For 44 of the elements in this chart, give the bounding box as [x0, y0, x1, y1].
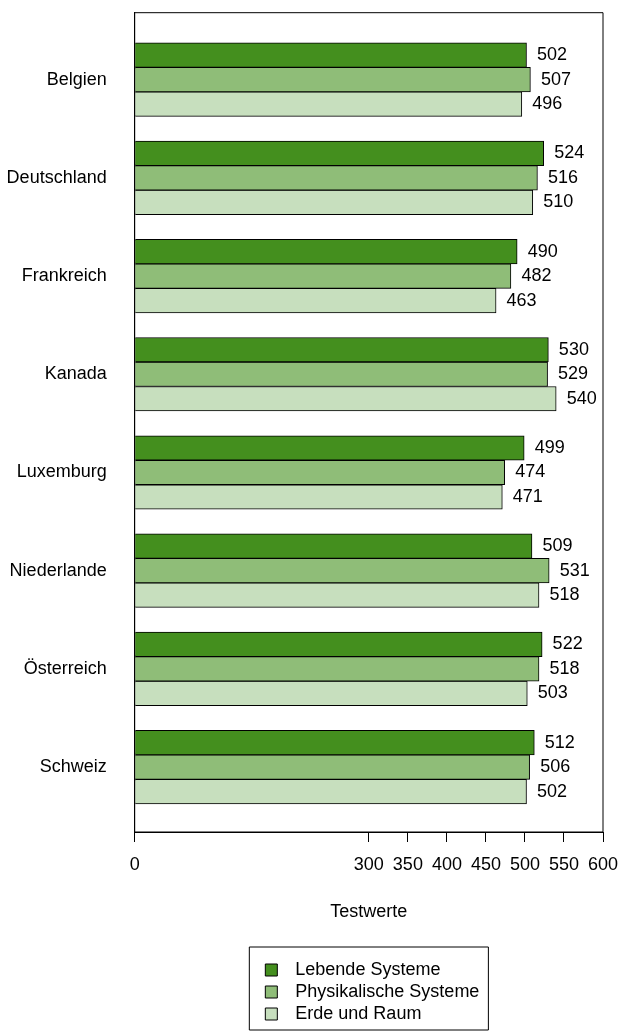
legend-label: Erde und Raum	[295, 1002, 422, 1023]
data-label: 516	[547, 166, 578, 187]
x-tick-label: 450	[470, 853, 501, 874]
data-label: 502	[537, 780, 568, 801]
y-tick-label: Niederlande	[9, 559, 107, 580]
y-tick-label: Deutschland	[6, 166, 107, 187]
x-tick-label: 350	[392, 853, 423, 874]
data-label: 496	[532, 93, 563, 114]
x-tick-label: 550	[548, 853, 579, 874]
y-tick-label: Österreich	[23, 657, 107, 678]
data-label: 490	[527, 240, 558, 261]
x-axis-title: Testwerte	[330, 901, 408, 922]
y-tick-label: Luxemburg	[16, 461, 107, 482]
data-label: 518	[549, 657, 580, 678]
x-tick-label: 300	[353, 853, 384, 874]
data-label: 463	[506, 289, 537, 310]
data-label: 512	[544, 731, 575, 752]
x-tick-label: 0	[129, 853, 140, 874]
data-label: 524	[554, 142, 585, 163]
x-tick-label: 400	[431, 853, 462, 874]
data-label: 522	[552, 633, 583, 654]
data-label: 531	[559, 559, 590, 580]
data-label: 529	[558, 363, 589, 384]
legend-label: Lebende Systeme	[295, 958, 441, 979]
data-label: 509	[542, 535, 573, 556]
data-label: 506	[540, 756, 571, 777]
x-tick-label: 600	[587, 853, 619, 874]
data-label: 507	[540, 68, 571, 89]
data-label: 503	[537, 682, 568, 703]
data-label: 502	[537, 44, 568, 65]
y-tick-label: Belgien	[46, 68, 107, 89]
data-label: 518	[549, 584, 580, 605]
legend-label: Physikalische Systeme	[295, 980, 480, 1001]
data-label: 474	[515, 461, 546, 482]
data-label: 499	[534, 436, 565, 457]
data-label: 540	[566, 387, 597, 408]
y-tick-label: Frankreich	[21, 265, 107, 286]
data-label: 471	[512, 485, 543, 506]
data-label: 482	[521, 265, 552, 286]
data-label: 530	[558, 338, 589, 359]
y-tick-label: Schweiz	[39, 756, 107, 777]
data-label: 510	[543, 191, 574, 212]
y-tick-label: Kanada	[44, 363, 108, 384]
x-tick-label: 500	[509, 853, 540, 874]
